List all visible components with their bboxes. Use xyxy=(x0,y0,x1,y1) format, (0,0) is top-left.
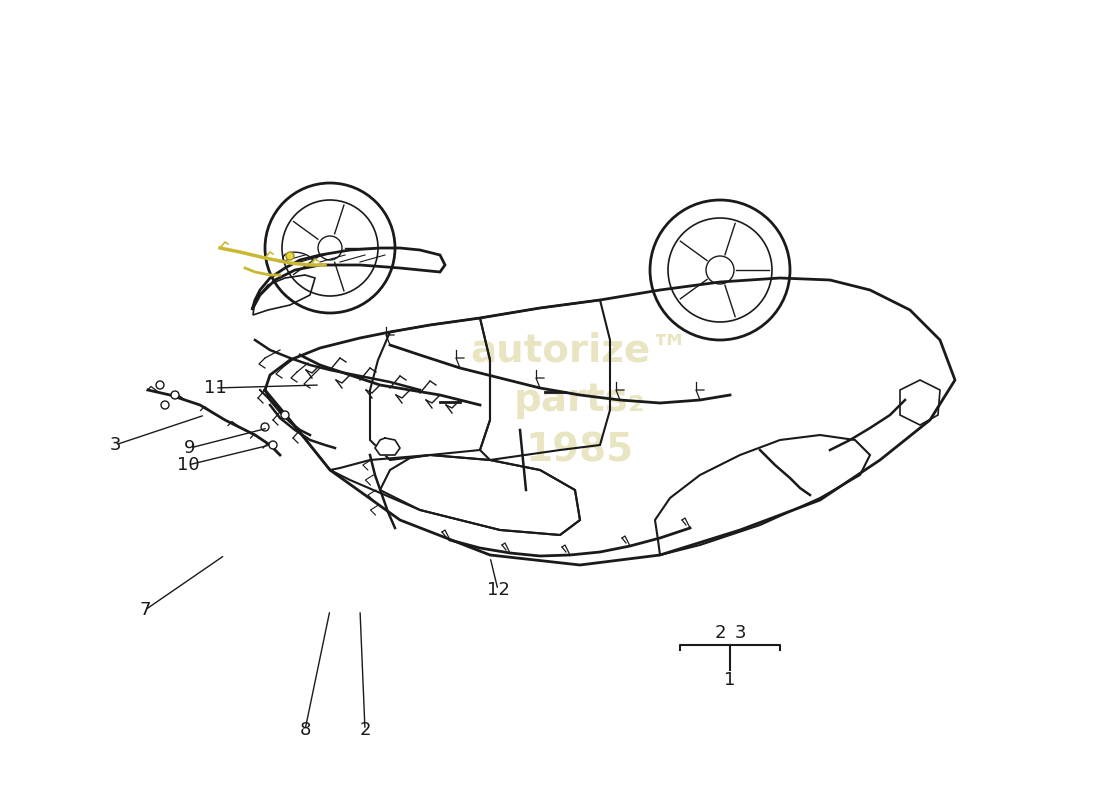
Text: 3: 3 xyxy=(735,624,746,642)
Circle shape xyxy=(270,441,277,449)
Text: 9: 9 xyxy=(185,439,196,457)
Text: 7: 7 xyxy=(140,601,151,619)
Text: autorize™
parts₂
1985: autorize™ parts₂ 1985 xyxy=(471,331,690,469)
Text: 2: 2 xyxy=(360,721,371,739)
Circle shape xyxy=(280,411,289,419)
Text: 3: 3 xyxy=(109,436,121,454)
Text: 10: 10 xyxy=(177,456,199,474)
Circle shape xyxy=(286,252,294,260)
Text: 8: 8 xyxy=(299,721,310,739)
Text: 1: 1 xyxy=(724,671,736,689)
Circle shape xyxy=(161,401,169,409)
Circle shape xyxy=(261,423,270,431)
Polygon shape xyxy=(375,438,400,455)
Text: 2: 2 xyxy=(714,624,726,642)
Text: 12: 12 xyxy=(486,581,509,599)
Circle shape xyxy=(170,391,179,399)
Circle shape xyxy=(156,381,164,389)
Text: 11: 11 xyxy=(204,379,227,397)
